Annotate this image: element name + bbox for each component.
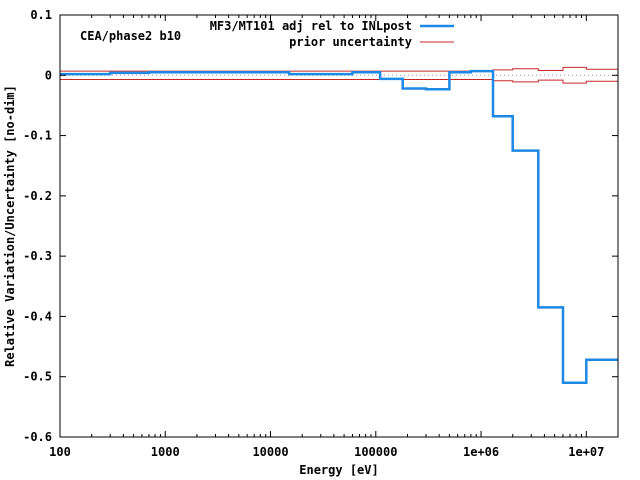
x-tick-label: 100 xyxy=(49,445,71,459)
x-tick-label: 100000 xyxy=(354,445,397,459)
plot-frame xyxy=(59,14,619,438)
series-line xyxy=(60,66,618,72)
y-tick-label: 0 xyxy=(45,68,52,82)
y-axis-label: Relative Variation/Uncertainty [no-dim] xyxy=(3,85,17,367)
y-tick-label: -0.4 xyxy=(23,309,52,323)
series-line xyxy=(60,79,618,84)
x-axis-label: Energy [eV] xyxy=(299,463,378,477)
x-tick-label: 1000 xyxy=(151,445,180,459)
y-tick-label: -0.5 xyxy=(23,370,52,384)
y-tick-label: -0.3 xyxy=(23,249,52,263)
x-tick-label: 1e+06 xyxy=(463,445,499,459)
legend-label: MF3/MT101 adj rel to INLpost xyxy=(210,19,412,33)
legend: MF3/MT101 adj rel to INLpost prior uncer… xyxy=(210,19,454,49)
y-tick-label: -0.6 xyxy=(23,430,52,444)
series-line xyxy=(60,69,618,384)
y-tick-label: -0.2 xyxy=(23,189,52,203)
x-tick-label: 1e+07 xyxy=(568,445,604,459)
y-tick-label: -0.1 xyxy=(23,129,52,143)
x-tick-label: 10000 xyxy=(252,445,288,459)
legend-label: prior uncertainty xyxy=(289,35,412,49)
y-tick-label: 0.1 xyxy=(30,8,52,22)
chart-annotation: CEA/phase2 b10 xyxy=(80,29,181,43)
